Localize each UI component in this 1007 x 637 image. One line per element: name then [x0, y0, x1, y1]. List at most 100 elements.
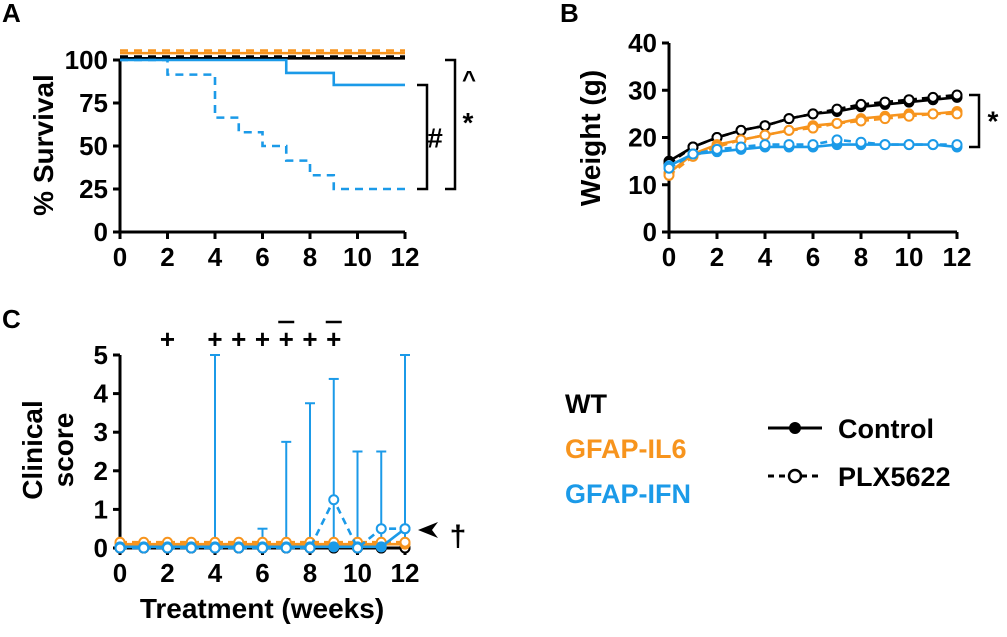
y-tick-label-c: 5	[94, 340, 108, 370]
weight-point	[855, 136, 867, 148]
y-axis-label-b: Weight (g)	[575, 70, 606, 206]
weight-point	[903, 94, 915, 106]
chart-panel-b: 0 2 4 6 8 10 12 0 10 20 30 40 *	[628, 28, 998, 272]
significance-plus: +	[231, 324, 246, 354]
y-tick-label-c: 0	[94, 533, 108, 563]
weight-point	[855, 115, 867, 127]
x-axis-label-c: Treatment (weeks)	[140, 593, 384, 624]
weight-point	[783, 113, 795, 125]
annotation-hash: #	[427, 122, 443, 153]
weight-point	[735, 141, 747, 153]
bracket-star-b	[969, 93, 981, 149]
x-tick-label-a: 6	[255, 242, 269, 272]
legend-treatment-plx: PLX5622	[838, 462, 951, 492]
significance-plus: +	[326, 324, 341, 354]
x-tick-label-c: 10	[343, 558, 372, 588]
y-tick-label-c: 4	[94, 379, 109, 409]
panel-label-c: C	[2, 304, 21, 334]
annotation-caret: ^	[462, 67, 476, 94]
y-tick-label-b: 20	[628, 123, 657, 153]
weight-point	[783, 124, 795, 136]
y-tick-label-a: 100	[65, 45, 108, 75]
score-point	[399, 523, 411, 535]
bracket-hash	[417, 83, 429, 191]
panel-label-a: A	[2, 0, 21, 28]
weight-point	[927, 108, 939, 120]
weight-point	[783, 139, 795, 151]
significance-plus: +	[279, 324, 294, 354]
weight-point	[759, 139, 771, 151]
y-tick-label-c: 2	[94, 456, 108, 486]
arrowhead-icon	[418, 522, 438, 538]
weight-point	[927, 91, 939, 103]
x-tick-label-a: 12	[391, 242, 420, 272]
weight-point	[831, 117, 843, 129]
score-point	[162, 542, 173, 554]
significance-plus: +	[255, 324, 270, 354]
significance-plus: +	[207, 324, 222, 354]
x-tick-label-c: 0	[113, 558, 127, 588]
y-tick-label-a: 50	[79, 131, 108, 161]
score-point	[352, 542, 363, 554]
weight-point	[903, 110, 915, 122]
weight-point	[663, 162, 675, 174]
score-point	[233, 542, 245, 554]
score-point	[209, 542, 221, 554]
legend: WT GFAP-IL6 GFAP-IFN Control PLX5622	[565, 389, 951, 509]
score-point	[375, 523, 387, 535]
legend-plx-marker	[787, 468, 803, 484]
score-point	[185, 542, 197, 554]
weight-point	[831, 103, 843, 115]
legend-treatment-control: Control	[838, 414, 934, 444]
score-point	[114, 542, 126, 554]
weight-point	[879, 96, 891, 108]
score-point	[257, 542, 268, 554]
weight-point	[951, 108, 963, 120]
legend-genotype-ifn: GFAP-IFN	[565, 479, 691, 509]
score-point	[328, 494, 340, 506]
x-tick-label-c: 12	[391, 558, 420, 588]
y-tick-label-c: 1	[94, 494, 108, 524]
panel-label-b: B	[560, 0, 579, 28]
x-tick-label-b: 4	[758, 242, 773, 272]
legend-genotype-wt: WT	[565, 389, 607, 419]
x-tick-label-b: 6	[806, 242, 820, 272]
weight-point	[807, 139, 819, 151]
y-axis-label-a: % Survival	[28, 74, 59, 216]
x-tick-label-a: 4	[208, 242, 223, 272]
x-tick-label-c: 6	[255, 558, 269, 588]
x-tick-label-c: 4	[208, 558, 223, 588]
y-axis-label-c-line2: score	[48, 413, 79, 488]
y-tick-label-a: 25	[79, 174, 108, 204]
y-tick-label-b: 40	[628, 28, 657, 58]
score-point	[328, 541, 340, 553]
x-tick-label-c: 2	[160, 558, 174, 588]
chart-panel-a: 0 2 4 6 8 10 12 0 25 50 75 100 # ^ *	[65, 45, 476, 272]
weight-point	[831, 134, 843, 146]
legend-control-marker	[789, 422, 801, 434]
x-tick-label-c: 8	[303, 558, 317, 588]
x-tick-label-b: 12	[943, 242, 972, 272]
score-point	[304, 542, 316, 554]
weight-point	[807, 108, 819, 120]
weight-point	[759, 120, 771, 132]
score-point	[375, 541, 387, 553]
score-point	[280, 542, 292, 554]
weight-point	[879, 113, 891, 125]
x-tick-label-a: 8	[303, 242, 317, 272]
y-tick-label-a: 0	[94, 217, 108, 247]
weight-point	[927, 139, 939, 151]
annotation-star: *	[463, 107, 474, 138]
x-tick-label-a: 0	[113, 242, 127, 272]
weight-point	[759, 129, 771, 141]
y-tick-label-a: 75	[79, 88, 108, 118]
y-tick-label-c: 3	[94, 417, 108, 447]
weight-point	[687, 148, 699, 160]
weight-point	[855, 98, 867, 110]
score-point	[138, 542, 150, 554]
y-tick-label-b: 0	[643, 217, 657, 247]
score-point	[399, 536, 411, 548]
x-tick-label-a: 2	[160, 242, 174, 272]
x-tick-label-b: 10	[895, 242, 924, 272]
